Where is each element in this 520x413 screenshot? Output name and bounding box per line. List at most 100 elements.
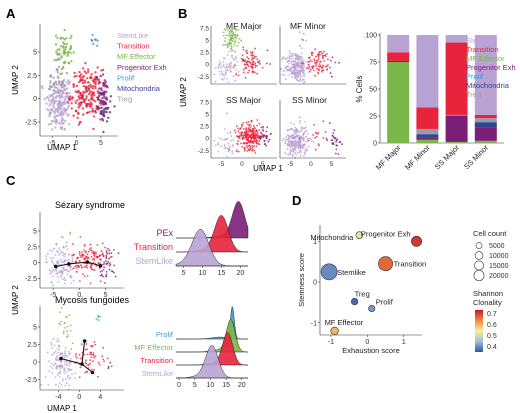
umap-b-1-point: [297, 54, 299, 56]
umap-a-point: [62, 92, 65, 95]
bubble-stemlike: [320, 263, 338, 281]
size-legend-label: 15000: [489, 263, 509, 270]
umap-b-3-point: [294, 139, 297, 142]
umap-b-0-point: [224, 74, 227, 76]
umap-a-point: [52, 89, 55, 92]
umap-b-1-point: [311, 51, 314, 54]
umap-a-point: [54, 34, 58, 37]
umap-c-1-x-tick-label: -4: [55, 394, 61, 401]
umap-c-0-point: [81, 266, 83, 268]
umap-b-1-point: [286, 68, 289, 70]
umap-a-point: [58, 58, 61, 61]
bar-legend-transition: Transition: [466, 45, 499, 54]
umap-a-point: [69, 46, 73, 49]
umap-c-1-point: [86, 371, 88, 373]
umap-a-point: [82, 91, 85, 94]
umap-a-point: [49, 82, 52, 85]
umap-b-3-point: [284, 142, 287, 145]
umap-b-0-point: [240, 57, 243, 60]
umap-a-point: [104, 80, 107, 84]
umap-b-3-point: [290, 142, 292, 145]
umap-b-2-point: [260, 135, 263, 138]
umap-b-1-point: [298, 26, 300, 28]
umap-a-point: [72, 83, 76, 87]
clonality-colorbar: [475, 310, 483, 352]
umap-b-1-point: [302, 62, 304, 65]
bubble-treg: [351, 297, 359, 306]
umap-b-3-point: [292, 134, 295, 136]
umap-b-2-point: [231, 152, 234, 155]
umap-a-point: [72, 51, 75, 54]
umap-b-3-point: [286, 148, 289, 151]
umap-a-point: [94, 71, 97, 74]
umap-b-0-point: [231, 37, 234, 39]
umap-b-0-point: [230, 67, 232, 70]
umap-c-1-point: [92, 352, 95, 354]
umap-c-0-point: [53, 247, 55, 250]
umap-c-0-point: [71, 260, 74, 263]
umap-a-point: [59, 114, 63, 117]
umap-b-0-point: [229, 62, 231, 65]
umap-b-2-point: [213, 139, 216, 142]
umap-a-point: [70, 107, 73, 110]
umap-c-1-point: [70, 348, 72, 351]
umap-b-1-point: [308, 65, 311, 68]
umap-c-1-y-tick-label: 5: [33, 325, 37, 332]
umap-b-3-point: [310, 140, 313, 143]
umap-a-point: [77, 112, 80, 115]
umap-c-0-point: [90, 268, 93, 270]
umap-b-0-point: [235, 40, 237, 43]
umap-b-1-point: [298, 57, 300, 60]
umap-b-2-point: [255, 138, 257, 140]
bar-segment-mf-effector: [387, 62, 410, 143]
bubble-x-label: Exhaustion score: [342, 346, 400, 355]
bar-segment-progenitor-exh: [445, 116, 468, 142]
umap-b-2-point: [251, 149, 253, 152]
umap-c-1-point: [59, 353, 62, 356]
umap-c-1-point: [40, 384, 43, 386]
umap-b-3-point: [287, 129, 290, 132]
umap-c-1-point: [56, 356, 59, 359]
umap-b-3-point: [291, 134, 294, 136]
umap-c-1-point: [94, 355, 97, 358]
umap-b-1-point: [317, 57, 320, 59]
umap-b-2-point: [248, 127, 250, 130]
umap-c-0-point: [79, 280, 81, 282]
umap-a-point: [60, 56, 63, 59]
umap-b-3-point: [295, 144, 298, 147]
umap-b-1-point: [314, 74, 317, 77]
umap-a-point: [91, 33, 94, 37]
umap-c-1-point: [74, 355, 77, 358]
umap-b-0-point: [230, 33, 233, 36]
umap-a-ylabel: UMAP 2: [11, 65, 20, 95]
umap-b-3-point: [337, 153, 340, 156]
umap-b-2-point: [232, 145, 234, 148]
umap-b-3-point: [283, 137, 285, 140]
umap-c-0-point: [102, 242, 104, 245]
umap-a-point: [80, 101, 84, 104]
umap-b-1-point: [322, 69, 325, 72]
umap-b-1-point: [300, 52, 303, 54]
umap-c-1-point: [53, 344, 56, 347]
umap-b-0-point: [231, 28, 234, 31]
umap-b-1-point: [301, 56, 304, 59]
umap-b-0-point: [222, 31, 225, 34]
umap-b-ylabel: UMAP 2: [179, 77, 188, 107]
umap-c-0-point: [79, 264, 82, 267]
umap-a-point: [85, 72, 88, 75]
umap-b-0-point: [247, 65, 250, 68]
umap-b-1-point: [308, 57, 311, 59]
umap-c-1-point: [63, 372, 66, 374]
umap-a-point: [49, 80, 52, 83]
umap-c-0-point: [105, 273, 108, 276]
umap-a-point: [107, 116, 110, 120]
umap-c-0-point: [104, 282, 106, 284]
umap-b-2-point: [227, 150, 230, 153]
umap-b-1-point: [293, 66, 296, 69]
umap-c-1-point: [48, 370, 51, 373]
umap-a-point: [62, 46, 65, 49]
umap-a-point: [63, 128, 66, 131]
umap-a-point: [48, 104, 51, 107]
umap-c-0-point: [66, 273, 69, 276]
umap-c-0-point: [105, 270, 108, 273]
